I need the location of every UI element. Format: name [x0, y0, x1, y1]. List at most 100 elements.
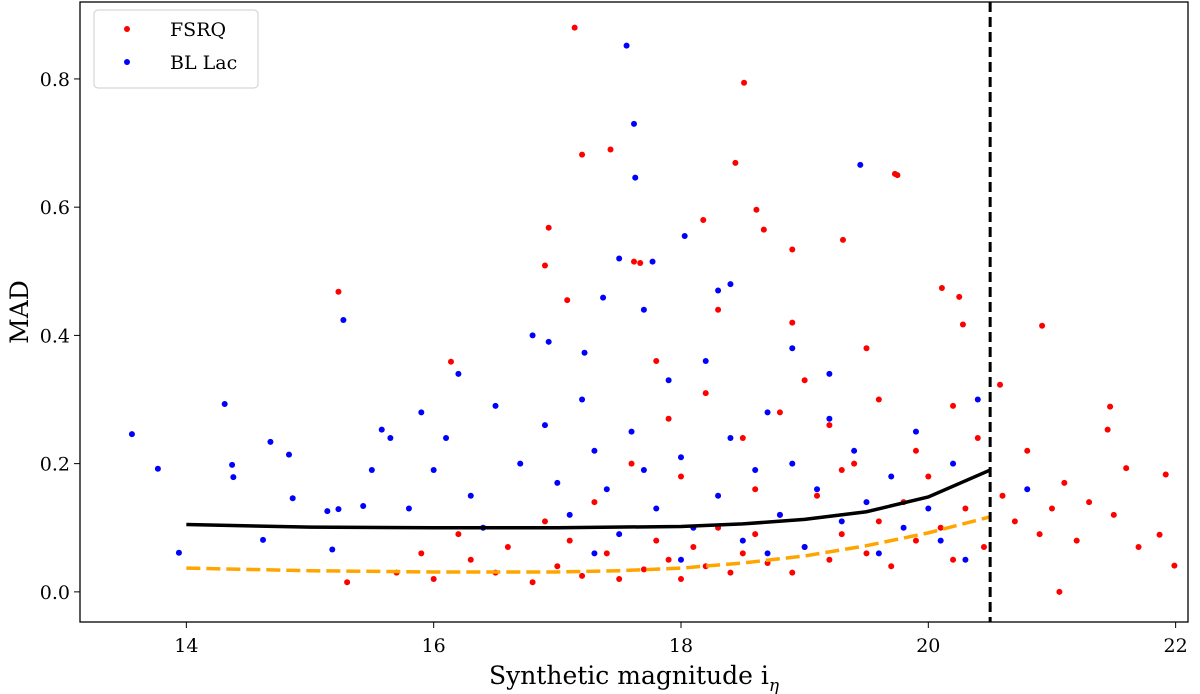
data-point: [545, 338, 552, 345]
data-point: [999, 492, 1006, 499]
data-point: [628, 460, 635, 467]
data-point: [839, 236, 846, 243]
data-point: [677, 576, 684, 583]
data-point: [863, 499, 870, 506]
data-point: [289, 495, 296, 502]
x-tick-label: 22: [1164, 635, 1188, 657]
data-point: [566, 537, 573, 544]
data-point: [677, 473, 684, 480]
data-point: [912, 447, 919, 454]
data-point: [430, 467, 437, 474]
data-point: [1024, 447, 1031, 454]
legend-marker-fsrq: [124, 26, 130, 32]
data-point: [579, 572, 586, 579]
y-axis-ticks: 0.0 0.2 0.4 0.6 0.8: [40, 69, 80, 604]
data-point: [591, 499, 598, 506]
data-point: [285, 451, 292, 458]
data-point: [888, 473, 895, 480]
data-point: [789, 246, 796, 253]
y-tick-label: 0.8: [40, 69, 70, 91]
data-point: [838, 467, 845, 474]
data-point: [1135, 543, 1142, 550]
data-point: [467, 556, 474, 563]
data-point: [467, 492, 474, 499]
data-point: [154, 465, 161, 472]
data-point: [335, 506, 342, 513]
data-point: [950, 460, 957, 467]
data-point: [739, 537, 746, 544]
data-point: [1162, 471, 1169, 478]
data-point: [637, 259, 644, 266]
data-point: [801, 543, 808, 550]
data-point: [640, 467, 647, 474]
data-point: [715, 492, 722, 499]
x-axis-label: Synthetic magnitude iη: [489, 661, 780, 694]
data-point: [857, 161, 864, 168]
data-point: [752, 467, 759, 474]
x-axis-ticks: 14 16 18 20 22: [174, 622, 1188, 657]
data-point: [997, 381, 1004, 388]
data-point: [752, 531, 759, 538]
data-point: [826, 556, 833, 563]
data-point: [640, 306, 647, 313]
data-point: [1171, 562, 1178, 569]
data-point: [324, 508, 331, 515]
x-tick-label: 14: [174, 635, 198, 657]
y-axis-label: MAD: [5, 280, 34, 344]
y-tick-label: 0.6: [40, 197, 70, 219]
data-point: [631, 120, 637, 127]
data-point: [715, 306, 722, 313]
y-tick-label: 0.4: [40, 325, 70, 347]
data-point: [430, 576, 437, 583]
data-point: [175, 549, 182, 556]
data-point: [974, 396, 981, 403]
data-point: [715, 287, 722, 294]
data-point: [1036, 531, 1043, 538]
data-point: [529, 579, 536, 586]
data-point: [579, 396, 586, 403]
data-point: [851, 447, 858, 454]
data-point: [912, 537, 919, 544]
data-point: [229, 461, 236, 468]
data-point: [579, 151, 586, 158]
data-point: [492, 402, 499, 409]
data-point: [329, 546, 336, 553]
data-point: [764, 550, 771, 557]
data-point: [690, 543, 697, 550]
data-point: [344, 579, 351, 586]
data-point: [653, 358, 660, 365]
data-point: [631, 258, 637, 265]
data-point: [925, 473, 932, 480]
x-tick-label: 16: [422, 635, 446, 657]
data-point: [677, 454, 684, 461]
data-point: [603, 550, 610, 557]
data-point: [875, 396, 882, 403]
data-point: [863, 345, 870, 352]
data-point: [267, 438, 274, 445]
data-point: [732, 159, 739, 166]
plot-frame: [79, 1, 1189, 623]
solid-curve: [186, 468, 991, 530]
data-point: [727, 434, 734, 441]
data-point: [665, 377, 672, 384]
data-point: [727, 569, 734, 576]
data-point: [826, 370, 833, 377]
data-point: [937, 537, 944, 544]
data-point: [260, 536, 267, 543]
data-point: [1048, 505, 1055, 512]
data-point: [959, 321, 966, 328]
data-point: [443, 434, 450, 441]
fit-curves: [186, 2, 992, 622]
data-point: [789, 319, 796, 326]
data-point: [677, 556, 684, 563]
data-point: [455, 531, 462, 538]
data-point: [838, 531, 845, 538]
data-point: [529, 332, 536, 339]
data-point: [1073, 537, 1080, 544]
x-tick-label: 18: [669, 635, 693, 657]
data-point: [789, 569, 796, 576]
data-point: [1123, 465, 1130, 472]
data-point: [851, 460, 858, 467]
data-point: [405, 505, 412, 512]
data-point: [838, 518, 845, 525]
